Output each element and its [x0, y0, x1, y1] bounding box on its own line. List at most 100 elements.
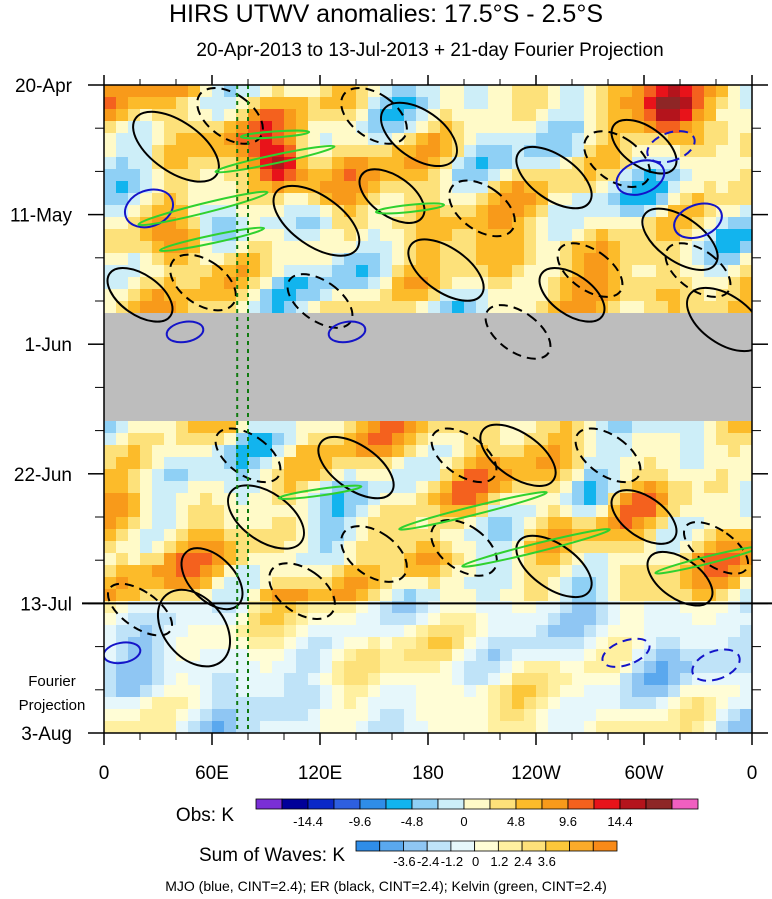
- heatmap-cell: [260, 205, 273, 218]
- heatmap-cell: [680, 661, 693, 674]
- heatmap-cell: [596, 361, 609, 374]
- heatmap-cell: [548, 397, 561, 410]
- heatmap-cell: [164, 433, 177, 446]
- heatmap-cell: [380, 685, 393, 698]
- heatmap-cell: [416, 421, 429, 434]
- heatmap-cell: [668, 181, 681, 194]
- heatmap-cell: [692, 181, 705, 194]
- heatmap-cell: [116, 181, 129, 194]
- heatmap-cell: [320, 289, 333, 302]
- er-contour-negative: [682, 521, 750, 575]
- heatmap-cell: [728, 673, 741, 686]
- heatmap-cell: [716, 649, 729, 662]
- heatmap-cell: [224, 193, 237, 206]
- waves-colorbar-tick: -3.6: [393, 854, 415, 869]
- heatmap-cell: [128, 541, 141, 554]
- heatmap-cell: [392, 469, 405, 482]
- heatmap-cell: [560, 433, 573, 446]
- heatmap-cell: [152, 265, 165, 278]
- heatmap-cell: [500, 313, 513, 326]
- heatmap-cell: [704, 397, 717, 410]
- heatmap-cell: [428, 445, 441, 458]
- heatmap-cell: [224, 445, 237, 458]
- heatmap-cell: [632, 505, 645, 518]
- obs-colorbar-swatch: [619, 798, 647, 810]
- heatmap-cell: [248, 721, 261, 733]
- heatmap-cell: [368, 457, 381, 470]
- heatmap-cell: [332, 625, 345, 638]
- heatmap-cell: [692, 661, 705, 674]
- heatmap-cell: [104, 613, 117, 626]
- heatmap-cell: [284, 385, 297, 398]
- heatmap-cell: [632, 433, 645, 446]
- heatmap-cell: [704, 409, 717, 422]
- heatmap-cell: [392, 229, 405, 242]
- heatmap-cell: [308, 721, 321, 733]
- heatmap-cell: [572, 337, 585, 350]
- heatmap-cell: [272, 397, 285, 410]
- heatmap-cell: [404, 673, 417, 686]
- heatmap-cell: [740, 181, 752, 194]
- heatmap-cell: [128, 493, 141, 506]
- heatmap-cell: [704, 313, 717, 326]
- heatmap-cell: [248, 685, 261, 698]
- heatmap-cell: [668, 193, 681, 206]
- heatmap-cell: [596, 157, 609, 170]
- heatmap-cell: [356, 109, 369, 122]
- heatmap-cell: [188, 721, 201, 733]
- heatmap-cell: [272, 421, 285, 434]
- heatmap-cell: [368, 397, 381, 410]
- heatmap-cell: [488, 205, 501, 218]
- heatmap-cell: [644, 181, 657, 194]
- heatmap-cell: [116, 277, 129, 290]
- heatmap-cell: [344, 493, 357, 506]
- heatmap-cell: [140, 685, 153, 698]
- heatmap-cell: [248, 457, 261, 470]
- heatmap-cell: [128, 649, 141, 662]
- heatmap-cell: [212, 397, 225, 410]
- heatmap-cell: [644, 373, 657, 386]
- heatmap-cell: [596, 541, 609, 554]
- heatmap-cell: [524, 577, 537, 590]
- anomaly-heatmap: [104, 85, 752, 733]
- heatmap-cell: [140, 205, 153, 218]
- heatmap-cell: [632, 313, 645, 326]
- heatmap-cell: [464, 529, 477, 542]
- heatmap-cell: [644, 673, 657, 686]
- heatmap-cell: [368, 709, 381, 722]
- heatmap-cell: [716, 541, 729, 554]
- heatmap-cell: [404, 565, 417, 578]
- heatmap-cell: [464, 445, 477, 458]
- er-contour-negative: [448, 179, 516, 238]
- heatmap-cell: [260, 397, 273, 410]
- heatmap-cell: [188, 301, 201, 314]
- heatmap-cell: [728, 481, 741, 494]
- obs-colorbar-label: Obs: K: [176, 805, 234, 826]
- heatmap-cell: [188, 565, 201, 578]
- heatmap-cell: [248, 661, 261, 674]
- heatmap-cell: [212, 553, 225, 566]
- heatmap-cell: [560, 325, 573, 338]
- heatmap-cell: [368, 529, 381, 542]
- heatmap-cell: [260, 721, 273, 733]
- heatmap-cell: [404, 85, 417, 98]
- heatmap-cell: [176, 709, 189, 722]
- heatmap-cell: [500, 253, 513, 266]
- heatmap-cell: [380, 481, 393, 494]
- heatmap-cell: [500, 289, 513, 302]
- heatmap-cell: [620, 409, 633, 422]
- heatmap-cell: [464, 709, 477, 722]
- heatmap-cell: [332, 397, 345, 410]
- heatmap-cell: [644, 433, 657, 446]
- mjo-contour: [615, 159, 666, 196]
- heatmap-cell: [212, 421, 225, 434]
- heatmap-cell: [332, 469, 345, 482]
- heatmap-cell: [572, 85, 585, 98]
- heatmap-cell: [356, 205, 369, 218]
- heatmap-cell: [344, 409, 357, 422]
- er-contour-negative: [430, 519, 498, 577]
- heatmap-cell: [428, 349, 441, 362]
- heatmap-cell: [464, 109, 477, 122]
- heatmap-cell: [212, 325, 225, 338]
- heatmap-cell: [428, 157, 441, 170]
